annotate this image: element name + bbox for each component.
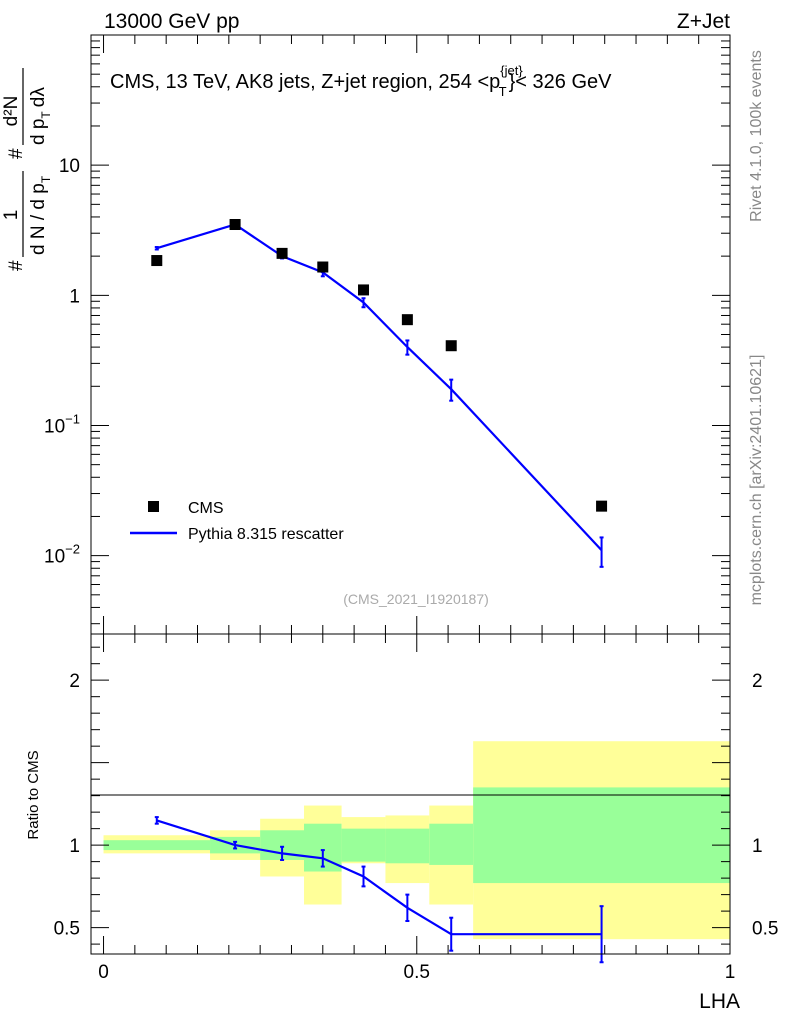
main-axis-ticks [91, 34, 731, 634]
main-ylabel: # 1 d N / d pT # d²N d pTdλ [1, 68, 53, 271]
ratio-uncertainty-bands [103, 741, 730, 940]
xaxis-label: LHA [699, 990, 740, 1013]
cms-data-point [151, 255, 163, 267]
main-frame [90, 34, 731, 635]
ratio-axis-ticks [91, 634, 731, 954]
ratio-ytick-label-right: 1 [752, 836, 763, 857]
main-ytick-label: 10 [59, 156, 80, 177]
ylabel-frac2-num: d²N [1, 96, 22, 127]
ratio-green-band [385, 828, 430, 864]
analysis-watermark: (CMS_2021_I1920187) [343, 591, 489, 607]
cms-data-point [276, 247, 288, 259]
ratio-ytick-label-right: 2 [752, 671, 763, 692]
main-ytick-label: 10−2 [44, 542, 80, 568]
chart-title: CMS, 13 TeV, AK8 jets, Z+jet region, 254… [110, 63, 612, 99]
chart-title-tail: }< 326 GeV [509, 71, 613, 93]
chart-title-sup: {jet} [500, 63, 523, 78]
ylabel-frac2-den: d pTdλ [28, 87, 53, 145]
ratio-tick-labels: 0.5 0.5 1 1 2 2 0 0.5 1 [54, 671, 779, 983]
ratio-green-band [473, 787, 730, 884]
cms-data-point [317, 261, 329, 273]
ratio-ytick-label-right: 0.5 [752, 919, 778, 940]
main-ytick-labels: 10 1 10−1 10−2 [44, 156, 80, 567]
chart-title-sub: T [499, 84, 507, 99]
ratio-pythia-curve [156, 819, 602, 936]
legend-marker-cms [148, 501, 159, 512]
cms-data-point [358, 284, 370, 296]
legend: CMS Pythia 8.315 rescatter [130, 500, 344, 543]
chart-title-text: CMS, 13 TeV, AK8 jets, Z+jet region, 254… [110, 71, 500, 93]
cms-data-point [445, 340, 457, 352]
ratio-ytick-label-left: 1 [69, 836, 80, 857]
legend-label-cms: CMS [188, 500, 224, 517]
ylabel-frac1-den: d N / d pT [28, 175, 53, 255]
main-series-group [151, 219, 608, 568]
cms-data-point [229, 219, 241, 231]
ratio-green-band [429, 823, 474, 865]
ratio-ytick-label-left: 0.5 [54, 919, 80, 940]
ratio-xtick-label: 1 [725, 962, 736, 983]
main-ytick-label: 10−1 [44, 411, 80, 437]
main-ytick-label: 1 [69, 286, 80, 307]
ratio-ylabel: Ratio to CMS [25, 750, 42, 839]
ylabel-hash-1: # [6, 260, 27, 271]
ratio-green-band [341, 828, 386, 862]
legend-label-pythia: Pythia 8.315 rescatter [188, 526, 344, 543]
ratio-xtick-label: 0.5 [404, 962, 430, 983]
ratio-green-band [103, 840, 211, 851]
header-analysis: Z+Jet [677, 10, 730, 33]
pythia-curve [156, 223, 603, 551]
ratio-frame [90, 633, 731, 955]
rivet-version-label: Rivet 4.1.0, 100k events [748, 50, 765, 222]
ylabel-frac1-num: 1 [1, 210, 22, 221]
ratio-ytick-label-left: 2 [69, 671, 80, 692]
mcplots-source-label: mcplots.cern.ch [arXiv:2401.10621] [748, 355, 765, 606]
ratio-plot-panel: 0.5 0.5 1 1 2 2 0 0.5 1 Ratio to CMS LHA [25, 633, 779, 1013]
main-plot-panel: 10 1 10−1 10−2 CMS, 13 TeV, AK8 jets, Z+jet… [1, 34, 731, 635]
ratio-series-group [154, 816, 604, 964]
ylabel-hash-2: # [6, 148, 27, 159]
header-process: 13000 GeV pp [104, 10, 239, 33]
cms-data-point [401, 314, 413, 326]
cms-data-point [596, 500, 608, 512]
ratio-xtick-label: 0 [98, 962, 109, 983]
